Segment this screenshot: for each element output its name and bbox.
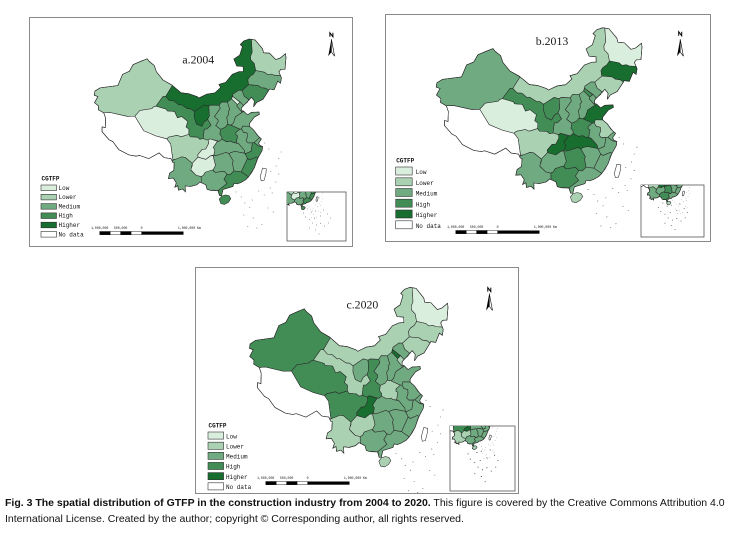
svg-text:Low: Low	[226, 433, 237, 440]
svg-text:Lower: Lower	[226, 443, 244, 450]
svg-text:Higher: Higher	[416, 212, 438, 219]
svg-text:0: 0	[141, 226, 143, 230]
svg-text:CGTFP: CGTFP	[396, 158, 414, 165]
svg-text:No data: No data	[59, 231, 85, 238]
svg-text:CGTFP: CGTFP	[42, 176, 60, 183]
svg-text:a.2004: a.2004	[182, 52, 214, 66]
svg-text:1,000,000 Km: 1,000,000 Km	[534, 225, 557, 229]
svg-text:CGTFP: CGTFP	[209, 423, 227, 430]
svg-text:b.2013: b.2013	[536, 34, 569, 48]
svg-text:No data: No data	[416, 223, 442, 230]
svg-text:1,000,000 Km: 1,000,000 Km	[178, 226, 201, 230]
svg-text:1,000,000: 1,000,000	[447, 225, 464, 229]
svg-text:High: High	[226, 464, 241, 471]
svg-text:500,000: 500,000	[114, 226, 127, 230]
svg-text:1,000,000 Km: 1,000,000 Km	[344, 476, 367, 480]
svg-text:c.2020: c.2020	[347, 298, 379, 312]
svg-text:0: 0	[497, 225, 499, 229]
svg-text:Medium: Medium	[226, 454, 248, 461]
svg-text:Low: Low	[59, 185, 70, 192]
svg-text:Medium: Medium	[416, 191, 438, 198]
svg-text:No data: No data	[226, 484, 252, 491]
svg-text:Higher: Higher	[59, 222, 81, 229]
svg-text:Lower: Lower	[59, 194, 77, 201]
svg-text:1,000,000: 1,000,000	[91, 226, 108, 230]
svg-text:Medium: Medium	[59, 203, 81, 210]
svg-text:500,000: 500,000	[280, 476, 293, 480]
svg-text:0: 0	[307, 476, 309, 480]
svg-text:High: High	[416, 201, 431, 208]
svg-text:Lower: Lower	[416, 180, 434, 187]
svg-text:Low: Low	[416, 169, 427, 176]
svg-text:Higher: Higher	[226, 474, 248, 481]
svg-text:1,000,000: 1,000,000	[257, 476, 274, 480]
svg-text:500,000: 500,000	[470, 225, 483, 229]
svg-text:High: High	[59, 213, 74, 220]
